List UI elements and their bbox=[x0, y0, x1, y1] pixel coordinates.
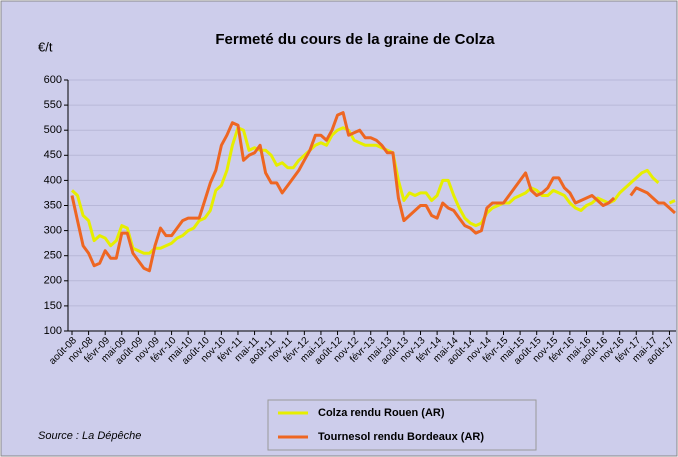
y-tick-label: 350 bbox=[44, 199, 62, 211]
series-line bbox=[70, 111, 677, 273]
y-tick-label: 250 bbox=[44, 250, 62, 262]
y-tick-label: 600 bbox=[44, 74, 62, 86]
y-tick-label: 300 bbox=[44, 225, 62, 237]
y-axis-label: €/t bbox=[38, 39, 53, 54]
source: Source : La Dépêche bbox=[38, 430, 141, 442]
chart-title: Fermeté du cours de la graine de Colza bbox=[215, 31, 495, 48]
y-tick-label: 550 bbox=[44, 99, 62, 111]
y-tick-label: 500 bbox=[44, 124, 62, 136]
y-tick-label: 450 bbox=[44, 149, 62, 161]
series-line bbox=[70, 126, 676, 255]
legend-label: Colza rendu Rouen (AR) bbox=[318, 407, 445, 419]
legend-box bbox=[267, 399, 537, 451]
y-tick-label: 100 bbox=[44, 325, 62, 337]
legend-label: Tournesol rendu Bordeaux (AR) bbox=[318, 431, 484, 443]
y-tick-label: 150 bbox=[44, 300, 62, 312]
y-tick-label: 400 bbox=[44, 174, 62, 186]
y-tick-label: 200 bbox=[44, 275, 62, 287]
